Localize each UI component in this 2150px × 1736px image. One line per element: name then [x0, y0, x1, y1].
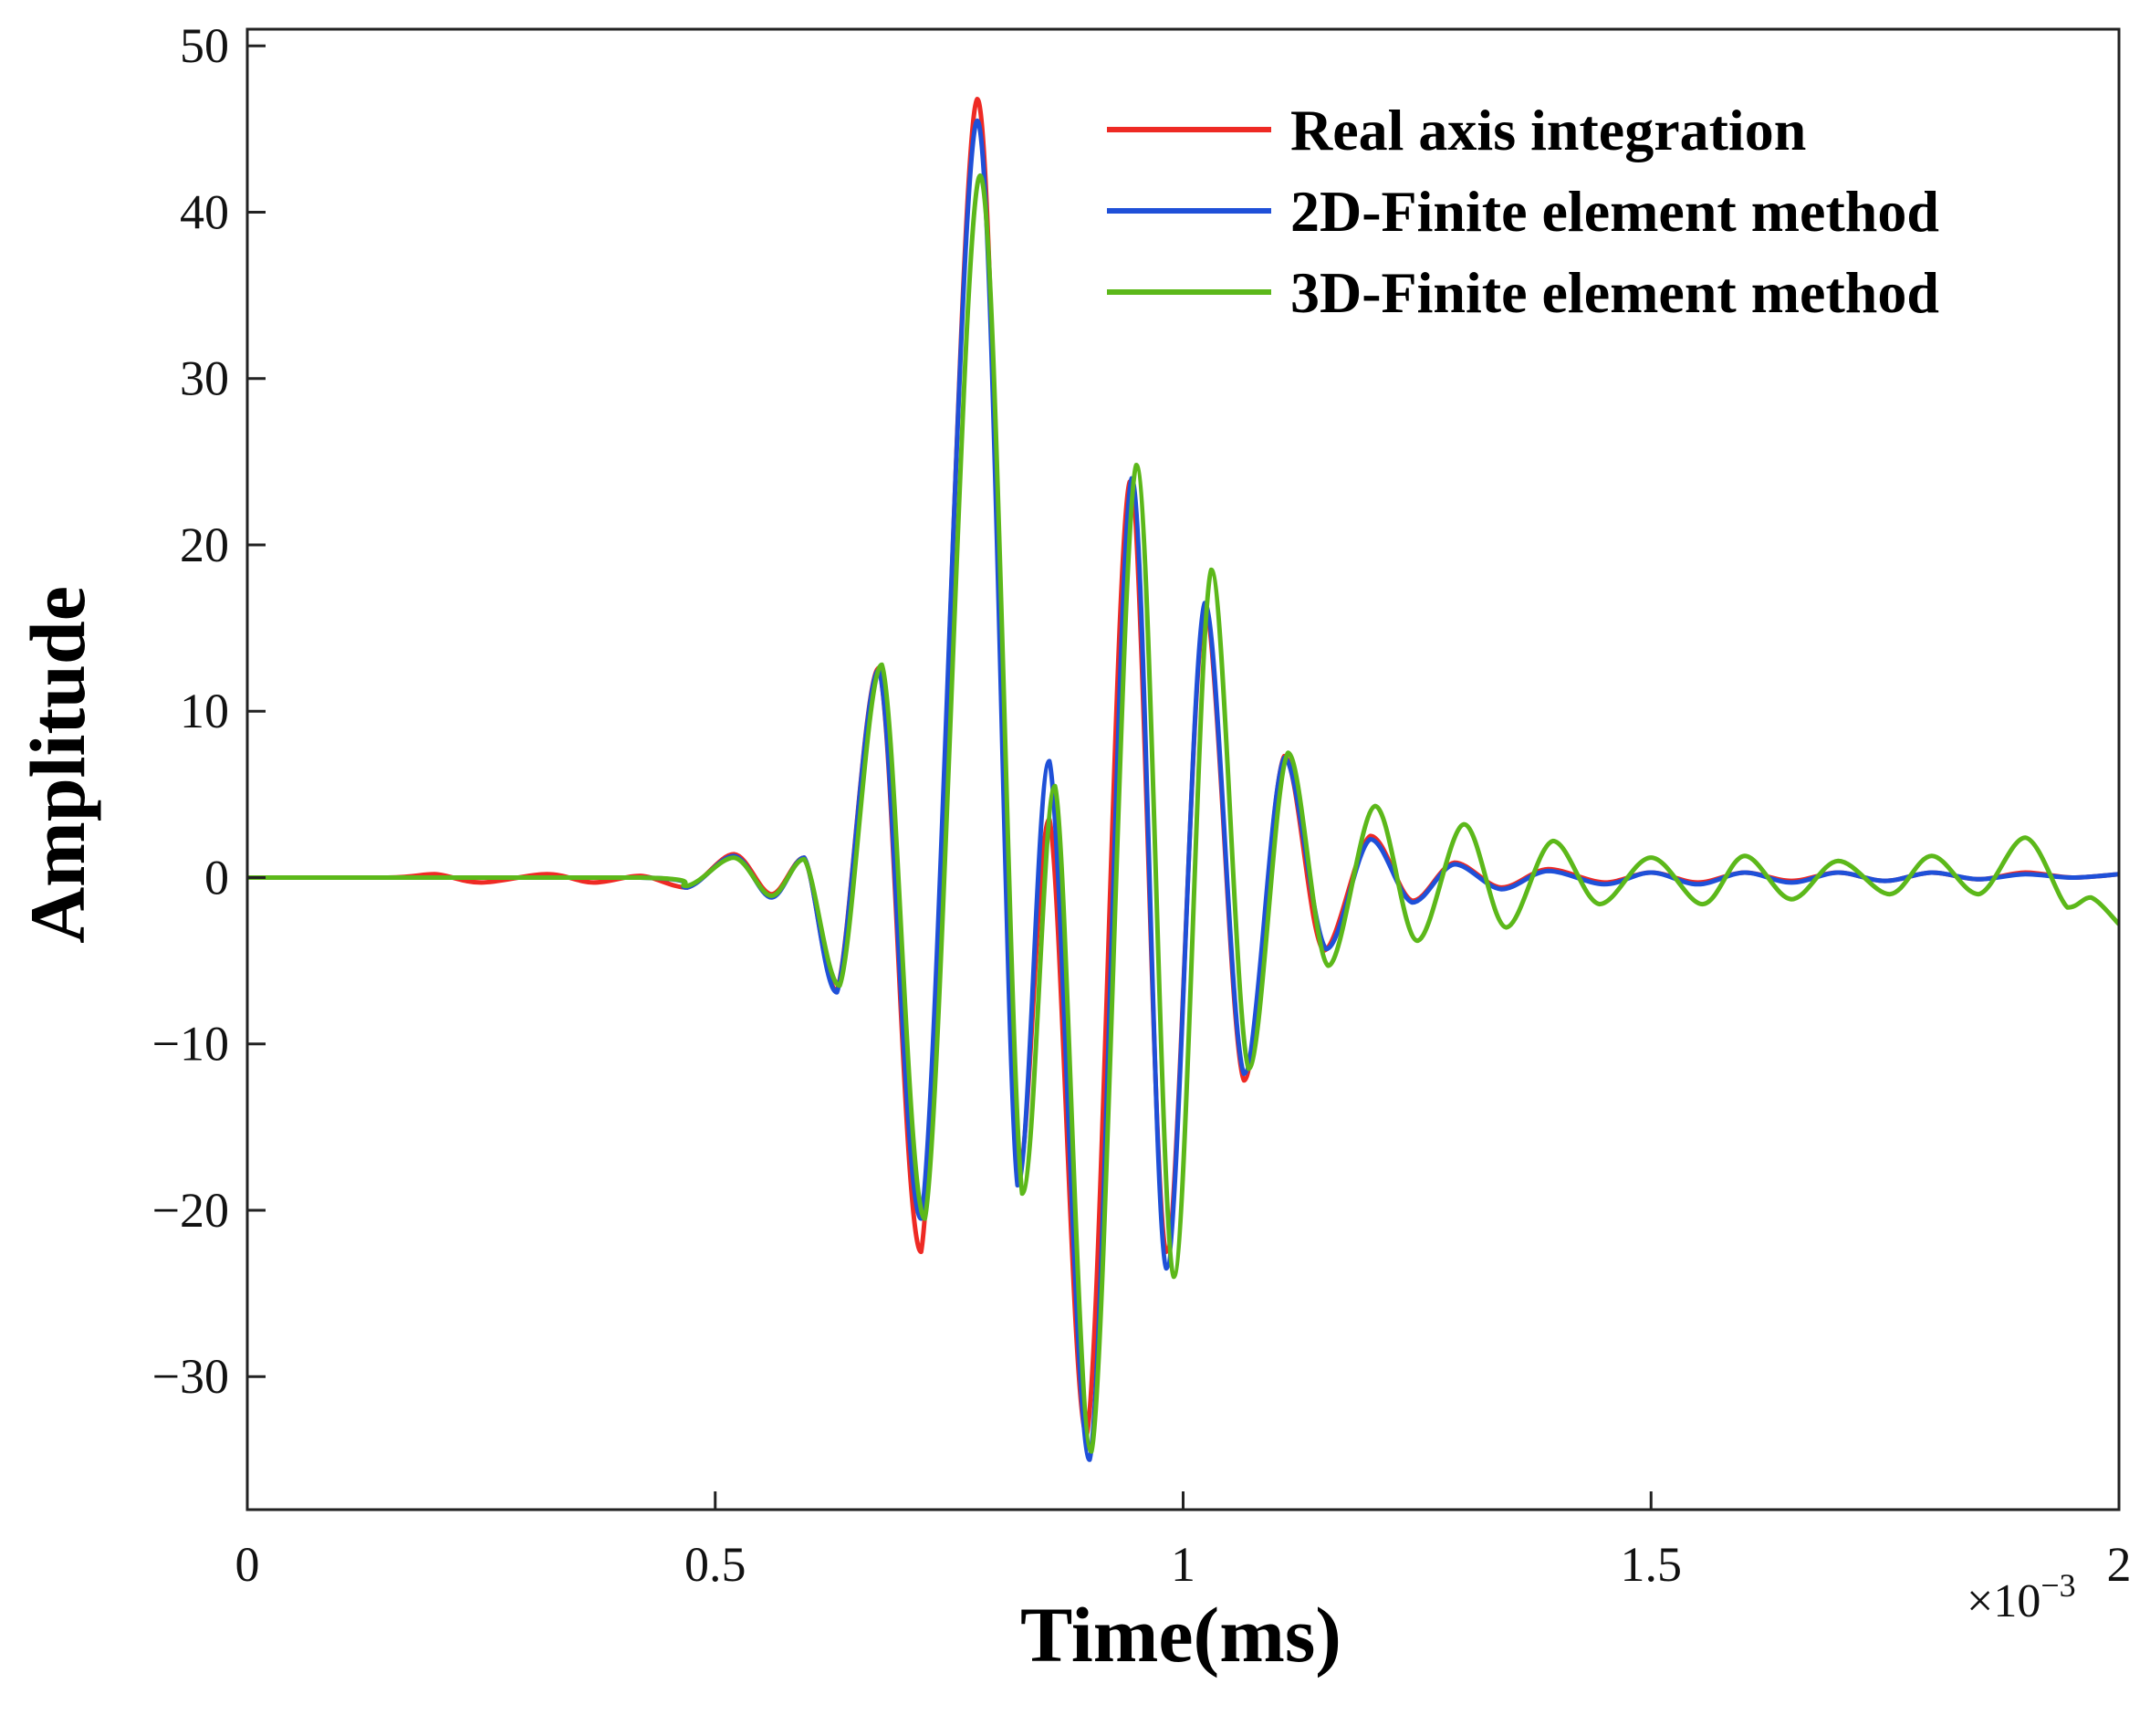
x-tick-label: 1.5: [1621, 1537, 1683, 1592]
x-axis-multiplier: ×10−3: [1967, 1567, 2076, 1627]
y-tick-label: 10: [180, 684, 229, 738]
y-tick-label: 30: [180, 351, 229, 406]
x-tick-label: 1: [1171, 1537, 1195, 1592]
legend-label: 2D-Finite element method: [1290, 179, 1939, 244]
y-tick-label: 20: [180, 518, 229, 572]
y-axis-title: Amplitude: [14, 586, 101, 944]
x-multiplier-exponent: −3: [2040, 1567, 2075, 1604]
legend: Real axis integration 2D-Finite element m…: [1107, 98, 1939, 325]
y-tick-label: −10: [152, 1017, 229, 1072]
axis-ticks: [245, 44, 2121, 1510]
series-line-3: [247, 173, 2119, 1454]
legend-label: 3D-Finite element method: [1290, 260, 1939, 325]
x-tick-label: 0.5: [684, 1537, 746, 1592]
x-tick-label: 0: [235, 1537, 260, 1592]
tick-labels: 0 0.5 1 1.5 2 −30 −20 −10 0 10 20 30 40 50: [152, 18, 2132, 1592]
legend-label: Real axis integration: [1290, 98, 1806, 162]
x-axis-title: Time(ms): [1020, 1591, 1341, 1678]
y-tick-label: −30: [152, 1349, 229, 1404]
y-tick-label: 50: [180, 18, 229, 73]
chart-lines: [247, 97, 2119, 1462]
x-tick-label: 2: [2107, 1537, 2132, 1592]
plot-frame: [245, 27, 2121, 1511]
y-tick-label: 40: [180, 184, 229, 239]
y-tick-label: −20: [152, 1183, 229, 1238]
svg-text:×10−3: ×10−3: [1967, 1567, 2076, 1627]
y-tick-label: 0: [204, 850, 229, 905]
x-multiplier-prefix: ×10: [1967, 1575, 2040, 1627]
